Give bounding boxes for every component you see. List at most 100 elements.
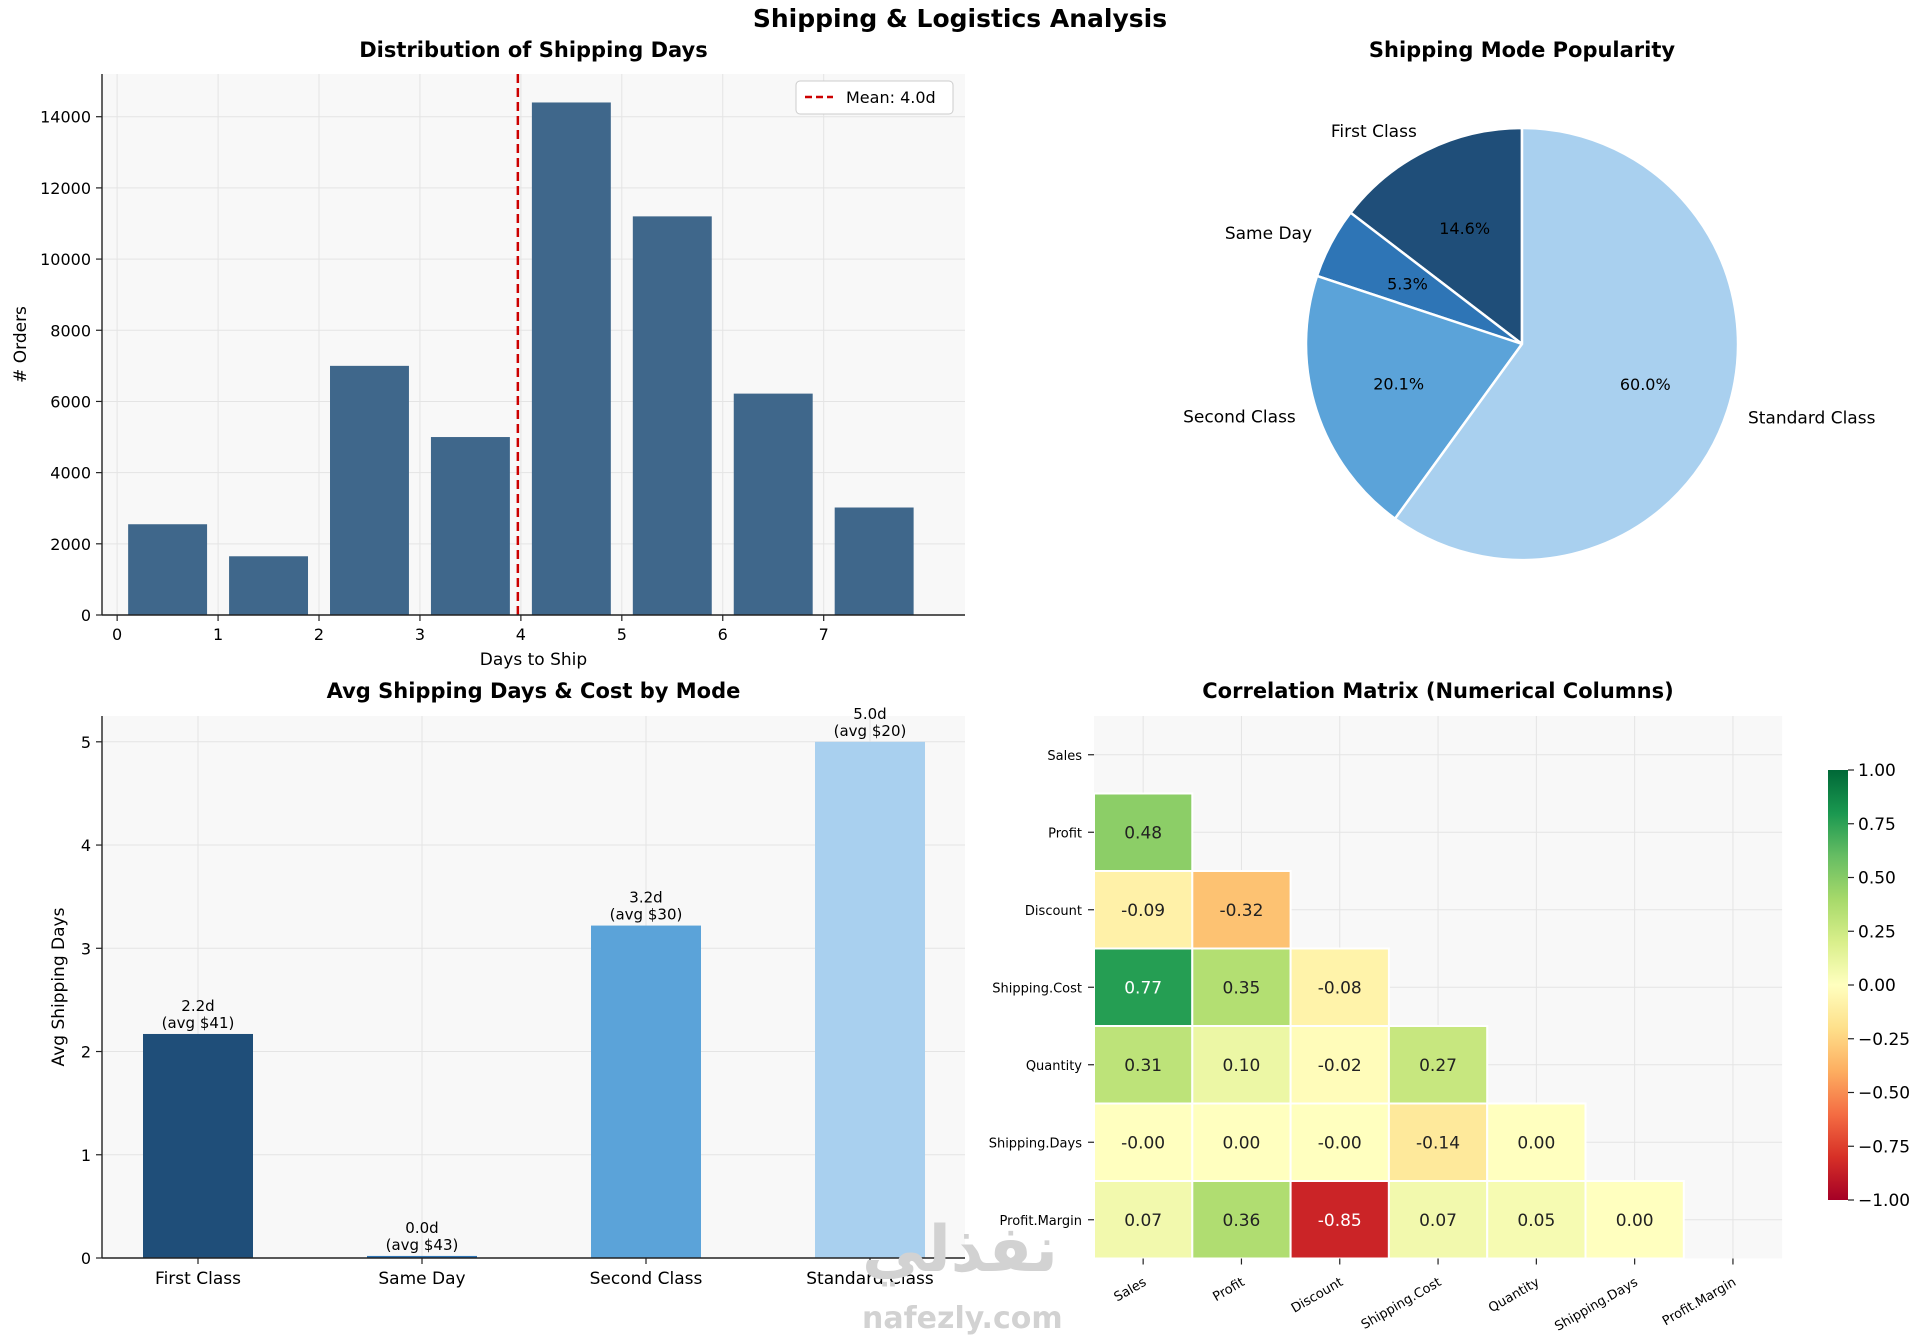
heatmap-xtick-label: Quantity xyxy=(1486,1275,1542,1316)
mode-bar xyxy=(143,1033,253,1258)
pie-pct-label: 60.0% xyxy=(1620,375,1671,394)
heatmap-cell-label: -0.00 xyxy=(1318,1133,1362,1153)
colorbar-tick-label: 0.25 xyxy=(1858,922,1896,942)
hist-ylabel: # Orders xyxy=(11,306,31,383)
mode-ytick-label: 2 xyxy=(81,1043,91,1062)
mode-bar-label-cost: (avg $20) xyxy=(834,722,907,740)
mode-ylabel: Avg Shipping Days xyxy=(49,907,69,1066)
pie-label: First Class xyxy=(1331,122,1417,142)
heatmap-title: Correlation Matrix (Numerical Columns) xyxy=(1202,679,1673,703)
pie-slice xyxy=(1304,274,1525,521)
pie-pct-label: 20.1% xyxy=(1373,375,1424,394)
heatmap-cell-label: -0.00 xyxy=(1121,1133,1165,1153)
hist-bar xyxy=(733,393,813,615)
heatmap-cell-label: -0.85 xyxy=(1318,1211,1362,1231)
heatmap-ytick-label: Discount xyxy=(1025,904,1082,919)
heatmap-cell-label: 0.36 xyxy=(1223,1211,1261,1231)
colorbar-tick-label: −1.00 xyxy=(1858,1191,1910,1211)
hist-ytick-label: 14000 xyxy=(40,108,91,127)
mode-bar-label-cost: (avg $30) xyxy=(610,906,683,924)
heatmap-cell-label: 0.00 xyxy=(1517,1133,1555,1153)
hist-xtick-label: 7 xyxy=(819,625,829,644)
colorbar-tick-label: 0.75 xyxy=(1858,815,1896,835)
pie-label: Same Day xyxy=(1225,224,1312,244)
mode-bar xyxy=(367,1255,477,1258)
heatmap-cell-label: -0.14 xyxy=(1416,1133,1460,1153)
pie-title: Shipping Mode Popularity xyxy=(1369,38,1676,62)
heatmap-cell-label: -0.09 xyxy=(1121,901,1165,921)
heatmap-xtick-label: Profit.Margin xyxy=(1660,1275,1739,1329)
figure-title: Shipping & Logistics Analysis xyxy=(752,4,1168,33)
mode-ytick-label: 1 xyxy=(81,1146,91,1165)
colorbar-tick-label: 1.00 xyxy=(1858,761,1896,781)
mode-ytick-label: 0 xyxy=(81,1249,91,1268)
heatmap-cell xyxy=(1387,1025,1489,1105)
heatmap-cell xyxy=(1191,947,1292,1027)
hist-ytick-label: 0 xyxy=(81,606,91,625)
hist-xtick-label: 2 xyxy=(314,625,324,644)
heatmap-cell-label: 0.31 xyxy=(1124,1056,1162,1076)
mode-xtick-label: First Class xyxy=(155,1269,241,1289)
heatmap-xtick-label: Profit xyxy=(1211,1275,1248,1305)
mode-bar-label-days: 3.2d xyxy=(629,889,662,907)
hist-ytick-label: 2000 xyxy=(50,535,91,554)
hist-xlabel: Days to Ship xyxy=(480,650,587,670)
heatmap-xtick-label: Shipping.Cost xyxy=(1359,1275,1444,1333)
hist-xtick-label: 1 xyxy=(213,625,223,644)
mode-title: Avg Shipping Days & Cost by Mode xyxy=(327,679,741,703)
heatmap-xtick-label: Sales xyxy=(1112,1275,1150,1305)
hist-bar xyxy=(330,365,409,615)
heatmap-cell-label: 0.27 xyxy=(1419,1056,1457,1076)
hist-xtick-label: 4 xyxy=(516,625,526,644)
heatmap-cell xyxy=(1289,1102,1390,1182)
hist-xtick-label: 5 xyxy=(617,625,627,644)
colorbar-tick-label: −0.25 xyxy=(1858,1030,1910,1050)
pie-pct-label: 5.3% xyxy=(1387,274,1428,293)
colorbar xyxy=(1828,770,1848,1200)
heatmap-xtick-label: Discount xyxy=(1289,1275,1346,1317)
mode-ytick-label: 4 xyxy=(81,836,91,855)
heatmap-cell xyxy=(1191,1025,1292,1105)
heatmap-cell-label: 0.77 xyxy=(1124,978,1162,998)
heatmap-cell-label: 0.05 xyxy=(1517,1211,1555,1231)
colorbar-tick-label: −0.75 xyxy=(1858,1137,1910,1157)
colorbar-tick-label: −0.50 xyxy=(1858,1084,1910,1104)
hist-bar xyxy=(531,102,611,615)
pie-pct-label: 14.6% xyxy=(1439,219,1490,238)
hist-legend-label: Mean: 4.0d xyxy=(846,88,936,107)
pie-slice xyxy=(1348,126,1524,347)
hist-title: Distribution of Shipping Days xyxy=(359,38,707,62)
heatmap-cell-label: 0.35 xyxy=(1223,978,1261,998)
mode-bar-label-days: 0.0d xyxy=(405,1219,438,1237)
hist-ytick-label: 4000 xyxy=(50,464,91,483)
heatmap-cell xyxy=(1387,1180,1489,1260)
mode-xtick-label: Same Day xyxy=(378,1269,465,1289)
heatmap-cell-label: 0.00 xyxy=(1223,1133,1261,1153)
heatmap-cell xyxy=(1486,1180,1587,1260)
heatmap-cell-label: 0.00 xyxy=(1616,1211,1654,1231)
watermark-latin: nafezly.com xyxy=(862,1301,1063,1336)
watermark-arabic: نفذلي xyxy=(862,1213,1058,1287)
heatmap-ytick-label: Quantity xyxy=(1026,1059,1082,1074)
heatmap-cell xyxy=(1093,947,1194,1027)
heatmap-ytick-label: Shipping.Days xyxy=(989,1136,1083,1151)
mode-bar-label-cost: (avg $43) xyxy=(386,1236,459,1254)
hist-xtick-label: 0 xyxy=(112,625,122,644)
heatmap-cell-label: 0.07 xyxy=(1419,1211,1457,1231)
pie-label: Second Class xyxy=(1183,408,1296,428)
mode-bar-label-days: 2.2d xyxy=(181,997,214,1015)
hist-legend-box xyxy=(795,80,954,115)
hist-bar xyxy=(834,507,914,615)
heatmap-ytick-label: Sales xyxy=(1047,749,1082,764)
heatmap-cell xyxy=(1093,1025,1194,1105)
mode-xtick-label: Standard Class xyxy=(806,1269,934,1289)
hist-xtick-label: 3 xyxy=(415,625,425,644)
hist-bar xyxy=(128,524,208,615)
hist-ytick-label: 6000 xyxy=(50,392,91,411)
heatmap-cell xyxy=(1191,870,1292,950)
heatmap-cell xyxy=(1289,947,1390,1027)
heatmap-ytick-label: Shipping.Cost xyxy=(992,981,1082,996)
mode-ytick-label: 3 xyxy=(81,939,91,958)
